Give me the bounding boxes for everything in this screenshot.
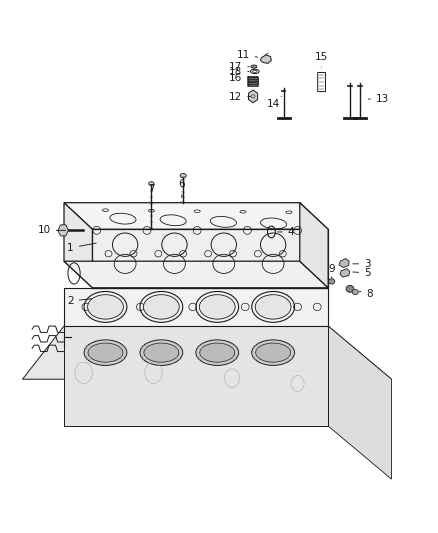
Text: 9: 9 <box>328 264 335 278</box>
Ellipse shape <box>256 343 290 362</box>
Text: 14: 14 <box>267 96 282 109</box>
Polygon shape <box>261 55 272 63</box>
Polygon shape <box>22 326 392 379</box>
Polygon shape <box>328 326 392 479</box>
Ellipse shape <box>144 295 179 319</box>
Polygon shape <box>339 259 349 268</box>
Text: 12: 12 <box>229 92 251 102</box>
Text: 2: 2 <box>67 296 92 306</box>
Text: 17: 17 <box>229 62 249 72</box>
Ellipse shape <box>84 340 127 366</box>
Ellipse shape <box>140 340 183 366</box>
Ellipse shape <box>196 340 239 366</box>
Text: 3: 3 <box>353 259 371 269</box>
Text: 13: 13 <box>368 94 389 104</box>
Text: 15: 15 <box>315 52 328 67</box>
Polygon shape <box>300 203 328 288</box>
Polygon shape <box>64 203 92 288</box>
Polygon shape <box>340 269 350 277</box>
Ellipse shape <box>88 295 124 319</box>
Ellipse shape <box>252 340 294 366</box>
Text: 7: 7 <box>148 184 155 203</box>
Text: 11: 11 <box>237 50 258 60</box>
Text: 8: 8 <box>359 289 373 299</box>
FancyBboxPatch shape <box>248 77 258 86</box>
Polygon shape <box>64 203 328 229</box>
Ellipse shape <box>88 343 123 362</box>
Polygon shape <box>64 288 328 326</box>
Polygon shape <box>92 229 328 288</box>
Ellipse shape <box>149 182 154 185</box>
Text: 4: 4 <box>278 227 294 237</box>
Ellipse shape <box>346 285 354 292</box>
Text: 1: 1 <box>67 243 96 253</box>
Text: 5: 5 <box>353 268 371 278</box>
Polygon shape <box>64 261 328 288</box>
Text: 10: 10 <box>38 225 66 236</box>
Ellipse shape <box>251 65 257 68</box>
Text: 16: 16 <box>229 73 249 83</box>
Ellipse shape <box>352 289 358 295</box>
Ellipse shape <box>144 343 179 362</box>
Ellipse shape <box>200 343 235 362</box>
Ellipse shape <box>180 173 186 177</box>
Text: 18: 18 <box>229 67 249 77</box>
Ellipse shape <box>328 279 335 284</box>
Ellipse shape <box>199 295 235 319</box>
Text: 6: 6 <box>179 179 185 197</box>
Polygon shape <box>64 326 328 426</box>
Ellipse shape <box>255 295 291 319</box>
